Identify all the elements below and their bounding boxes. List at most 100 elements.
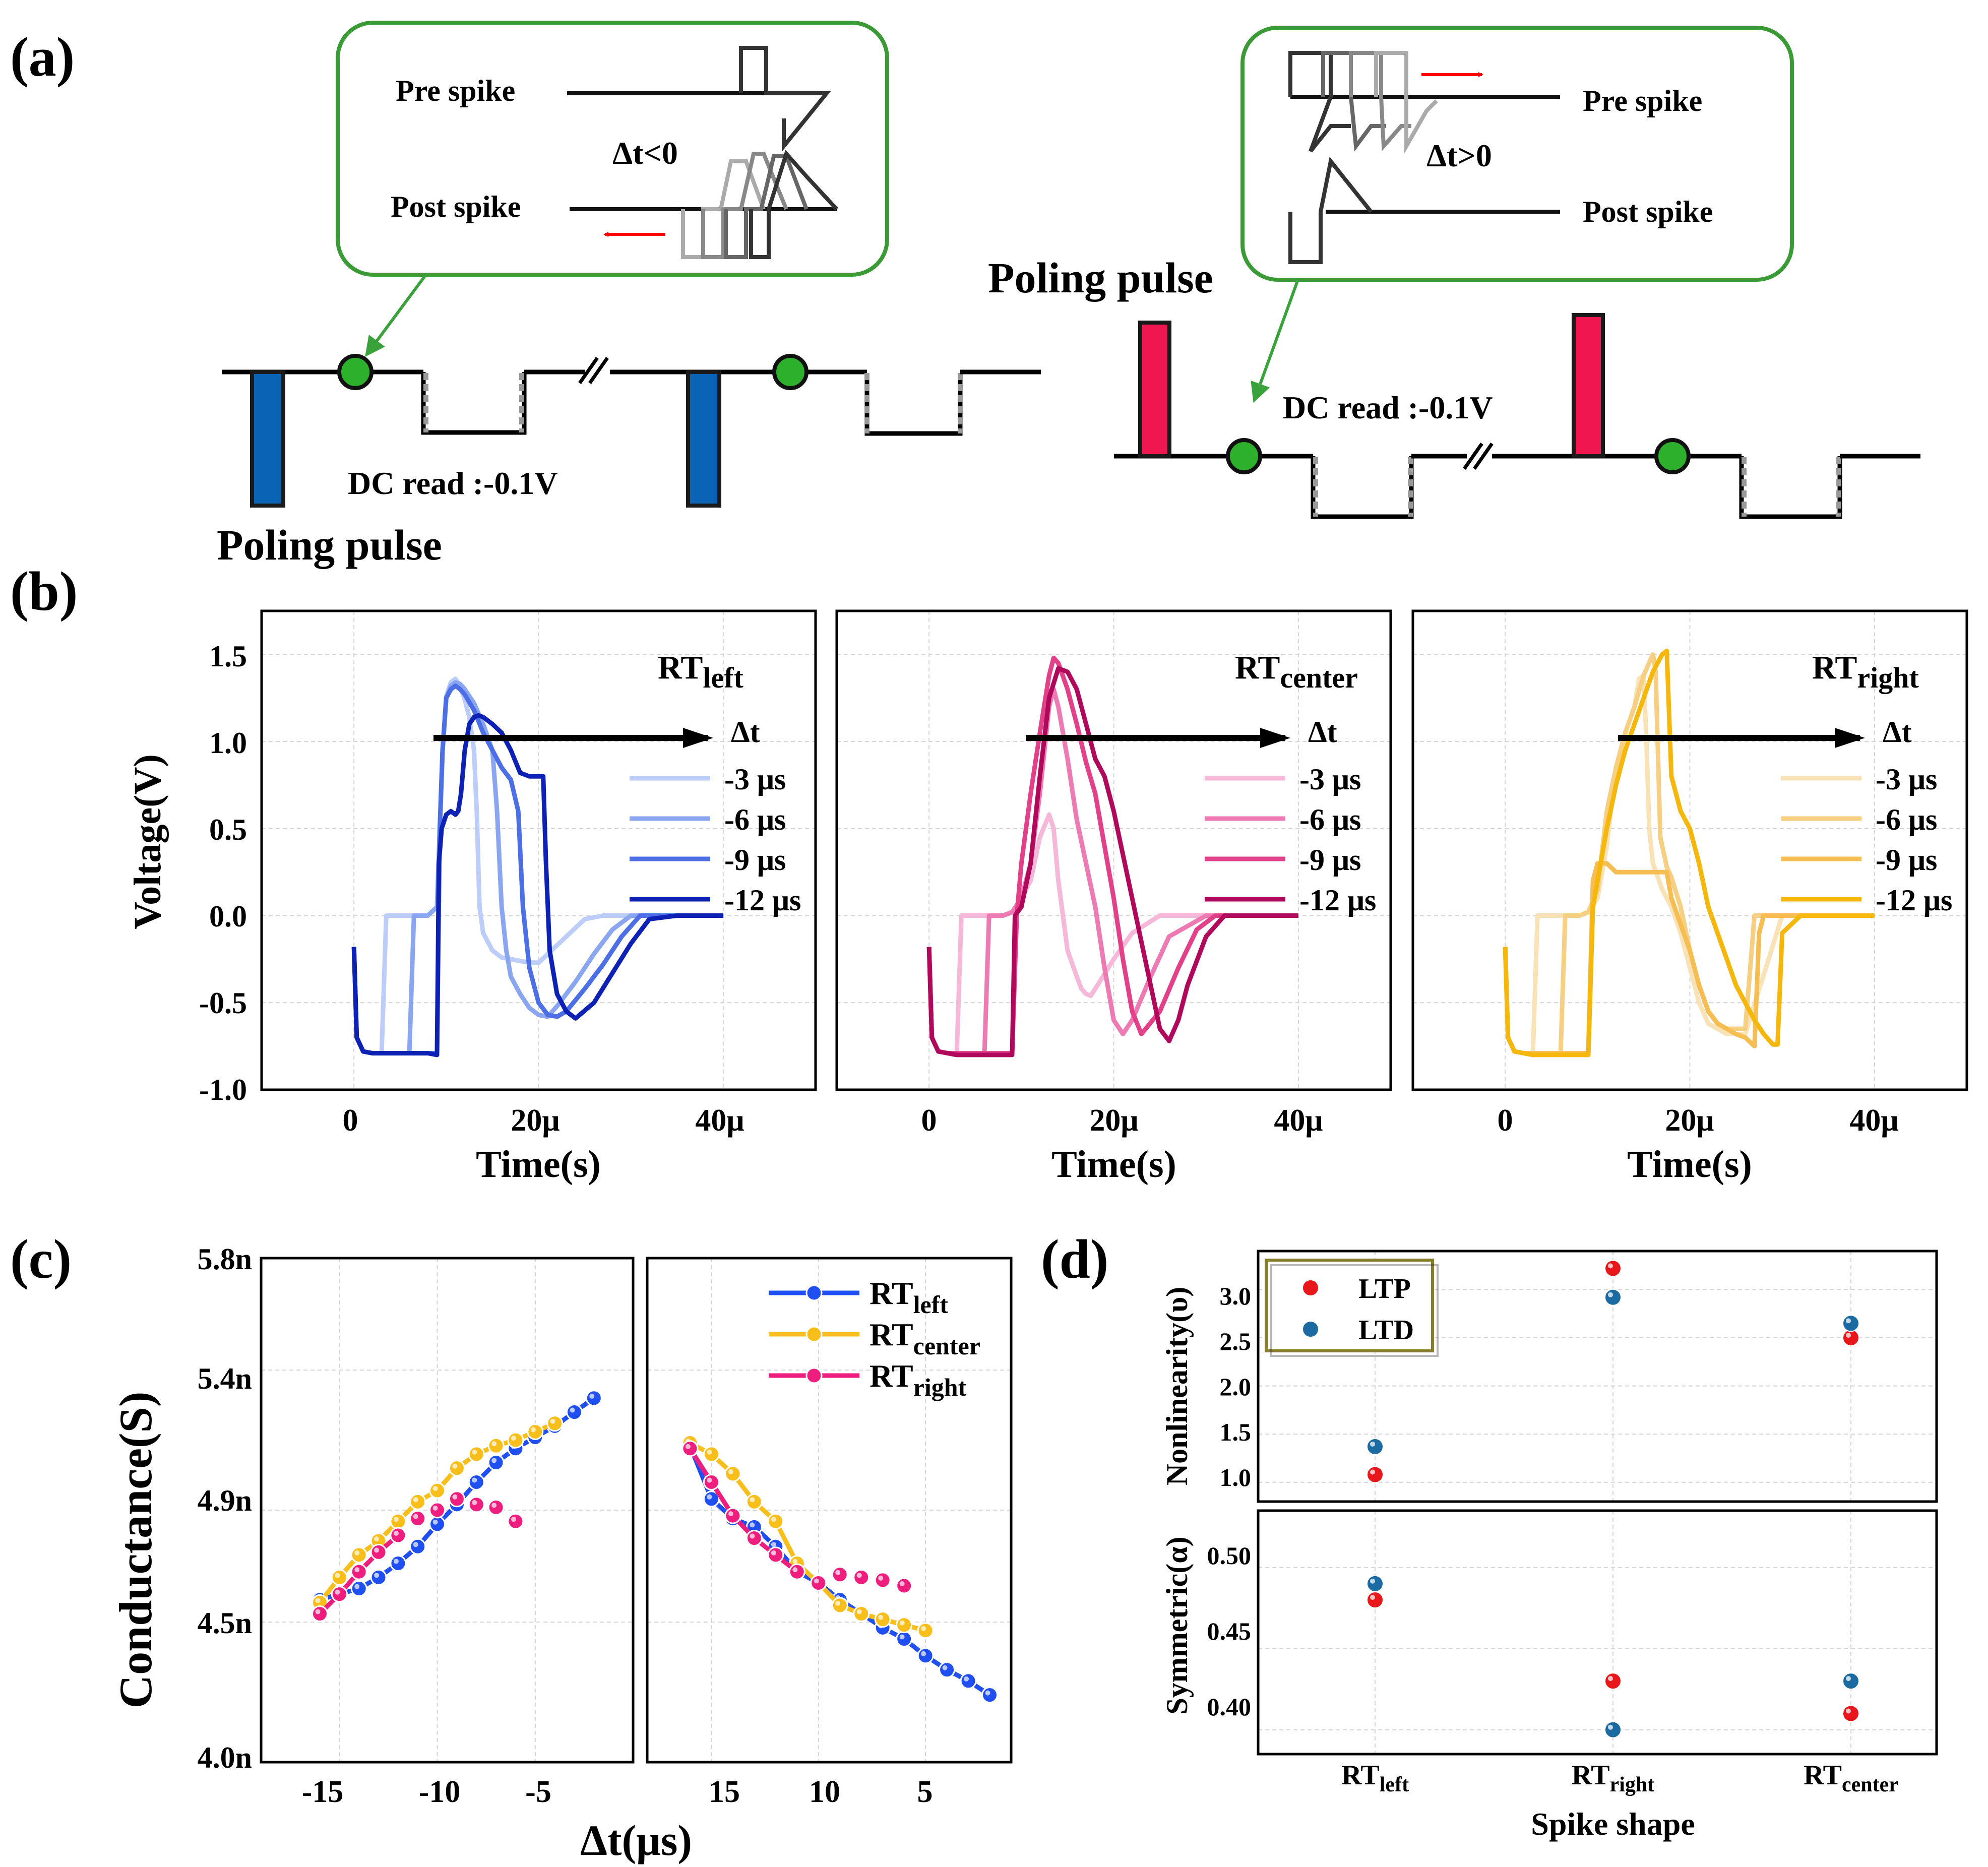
- c-point-highlight: [491, 1441, 497, 1447]
- c-point-highlight: [374, 1573, 380, 1578]
- b-xtick: 0: [1498, 1103, 1513, 1138]
- c-point: [350, 1580, 367, 1597]
- b-subplot-right: RTright Δt -3 μs -6 μs -9 μs -12 μs: [1411, 609, 1968, 1091]
- c-point: [746, 1493, 763, 1510]
- c-point-highlight: [393, 1517, 399, 1522]
- c-point-highlight: [750, 1533, 755, 1539]
- b-legend-label: -9 μs: [1299, 843, 1361, 877]
- b-ytick: 1.5: [209, 640, 247, 673]
- c-point: [831, 1566, 848, 1583]
- left-pre-spike-waveform: [567, 46, 831, 152]
- left-post-spike-waveform: [570, 150, 838, 259]
- c-point-highlight: [511, 1436, 516, 1441]
- b-xtick: 40μ: [1849, 1103, 1898, 1138]
- panel-d: (d) Nonlinearity(υ) Symmetric(α) 1.0 1.5…: [1041, 1228, 1938, 1842]
- c-point-highlight: [374, 1536, 380, 1542]
- c-xlabel: Δt(μs): [580, 1816, 692, 1864]
- b-xtick: 40μ: [695, 1103, 744, 1138]
- b-frame: [835, 609, 1392, 1091]
- panel-d-label: (d): [1041, 1228, 1108, 1290]
- d-points: [1366, 1575, 1859, 1738]
- c-point-highlight: [878, 1614, 884, 1620]
- d-legend-items: LTP LTD: [1302, 1273, 1414, 1346]
- panel-b: (b) Voltage(V) 1.5 1.0 0.5 0.0 -0.5 -1.0…: [10, 561, 1968, 1186]
- c-xtick: -5: [525, 1775, 551, 1809]
- c-point: [831, 1597, 848, 1614]
- left-poling-pulse-1: [250, 370, 285, 508]
- c-point: [429, 1502, 446, 1519]
- c-point-highlight: [491, 1458, 497, 1463]
- c-point-highlight: [899, 1634, 905, 1640]
- panel-a-label: (a): [10, 26, 75, 88]
- c-point-highlight: [792, 1567, 798, 1573]
- c-point: [917, 1647, 934, 1664]
- right-post-spike-waveform: [1288, 156, 1560, 264]
- c-point-highlight: [750, 1497, 755, 1503]
- c-point-highlight: [728, 1511, 733, 1517]
- b-title: RTleft: [658, 649, 744, 694]
- b-series-line-2: [926, 687, 1298, 1055]
- d-ytick: 2.0: [1220, 1373, 1252, 1401]
- b-legend-label: -3 μs: [1876, 763, 1937, 796]
- d-point: [1604, 1288, 1622, 1306]
- d-ytick: 1.5: [1220, 1418, 1252, 1446]
- b-xtick: 40μ: [1274, 1103, 1323, 1138]
- d-xtick: RTright: [1572, 1760, 1654, 1796]
- d-point-highlight: [1846, 1318, 1851, 1324]
- panel-b-yticks: 1.5 1.0 0.5 0.0 -0.5 -1.0: [199, 640, 247, 1106]
- c-point: [429, 1482, 446, 1499]
- b-xtick: 20μ: [1665, 1103, 1714, 1138]
- c-point-highlight: [530, 1427, 536, 1433]
- c-legend-marker: [805, 1284, 823, 1301]
- d-legend-marker: [1302, 1279, 1319, 1296]
- c-point-highlight: [707, 1449, 712, 1455]
- left-poling-pulse-2: [686, 370, 721, 508]
- d-point: [1842, 1315, 1859, 1332]
- c-point: [527, 1423, 544, 1440]
- b-series-line-4: [1503, 649, 1875, 1057]
- d-legend-label: LTD: [1358, 1315, 1414, 1346]
- c-legend-label: RTleft: [869, 1275, 948, 1319]
- left-dt-label: Δt<0: [612, 135, 678, 171]
- c-point-highlight: [472, 1500, 477, 1505]
- c-point: [331, 1586, 348, 1603]
- b-xlabel: Time(s): [1051, 1143, 1176, 1186]
- b-title: RTright: [1812, 649, 1919, 694]
- d-point-highlight: [1608, 1724, 1613, 1730]
- b-legend-label: -9 μs: [724, 843, 786, 877]
- left-read-dot-2: [772, 354, 809, 390]
- c-xtick: 15: [709, 1775, 740, 1809]
- c-xtick: -10: [419, 1775, 461, 1809]
- c-point: [896, 1616, 913, 1634]
- c-point: [507, 1432, 524, 1449]
- d-point-highlight: [1370, 1469, 1375, 1475]
- d-bottom-ylabel: Symmetric(α): [1160, 1536, 1194, 1714]
- d-point: [1604, 1721, 1622, 1738]
- d-legend-label: LTP: [1358, 1273, 1411, 1304]
- c-point: [896, 1577, 913, 1594]
- b-xtick: 0: [343, 1103, 358, 1138]
- right-poling-pulse-1: [1138, 321, 1171, 458]
- right-inset-box: [1240, 26, 1794, 282]
- c-point-highlight: [432, 1506, 438, 1511]
- d-points: [1366, 1260, 1859, 1483]
- c-point: [409, 1538, 426, 1555]
- panel-a: (a) Pre spike Post spike Δt<0: [10, 21, 1920, 569]
- d-ytick: 0.40: [1207, 1693, 1252, 1721]
- c-grid: [261, 1258, 633, 1762]
- c-point-highlight: [750, 1522, 755, 1528]
- c-point: [546, 1415, 564, 1432]
- d-point: [1842, 1705, 1859, 1722]
- d-ytick: 1.0: [1220, 1463, 1252, 1491]
- c-point: [312, 1605, 329, 1623]
- c-point-highlight: [942, 1665, 948, 1670]
- c-point: [468, 1473, 485, 1490]
- d-point: [1366, 1438, 1384, 1456]
- c-point-highlight: [432, 1519, 438, 1525]
- c-point: [853, 1605, 870, 1623]
- c-xtick: -15: [302, 1775, 344, 1809]
- c-ytick: 4.0n: [198, 1741, 252, 1774]
- c-point: [487, 1437, 505, 1454]
- c-point-highlight: [452, 1463, 458, 1469]
- c-point-highlight: [472, 1477, 477, 1483]
